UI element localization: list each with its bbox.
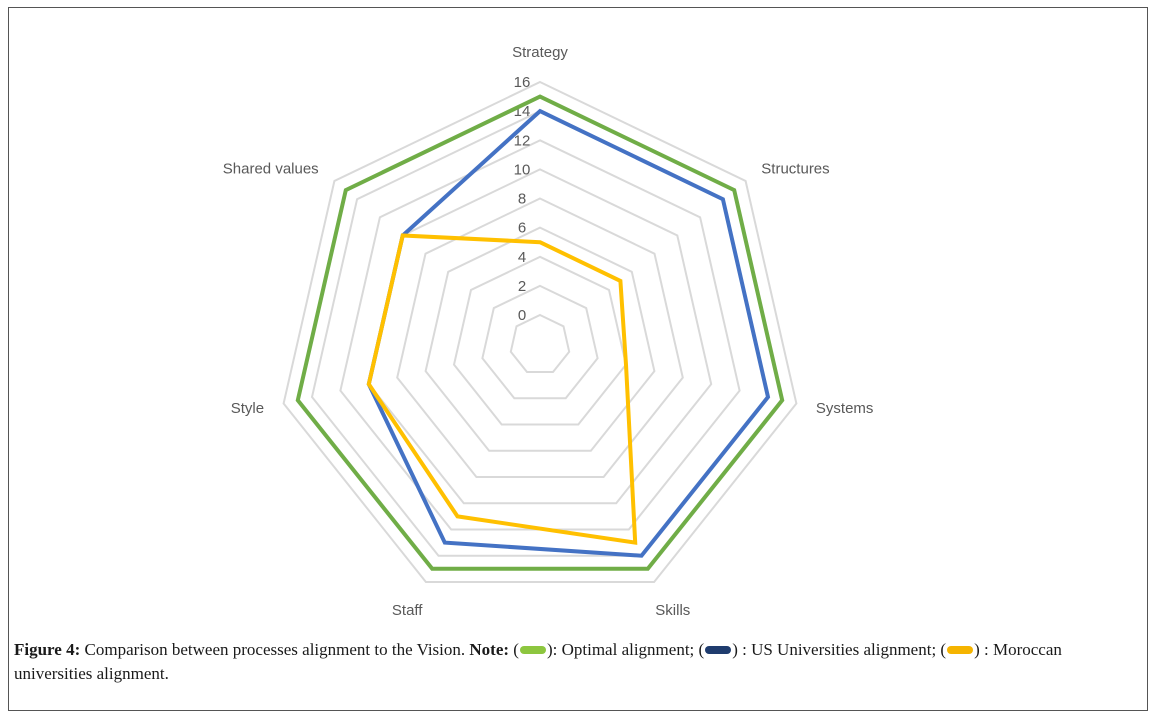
tick-label-2: 2 [518, 278, 526, 295]
grid-ring-2 [481, 284, 599, 400]
figure-caption: Figure 4: Comparison between processes a… [14, 638, 1144, 686]
tick-label-4: 4 [518, 249, 526, 266]
legend-optimal: ): Optimal alignment; ( [546, 640, 705, 659]
optimal-swatch [519, 646, 546, 655]
tick-label-8: 8 [518, 191, 526, 208]
figure-label: Figure 4: [14, 640, 81, 659]
axis-label-skills: Skills [655, 602, 690, 619]
axis-label-shared-values: Shared values [223, 161, 319, 178]
tick-label-6: 6 [518, 220, 526, 237]
axis-label-structures: Structures [761, 161, 829, 178]
legend-moroccan: ) : Moroccan universities alignment. [14, 640, 1062, 683]
tick-label-12: 12 [514, 132, 531, 149]
grid-ring-16 [282, 80, 798, 583]
radar-grid [282, 80, 798, 583]
axis-label-style: Style [231, 400, 264, 417]
tick-label-0: 0 [518, 307, 526, 324]
series-line-optimal-alignment [295, 94, 785, 571]
us-swatch [705, 646, 732, 655]
axis-label-systems: Systems [816, 400, 874, 417]
figure-frame [8, 7, 1148, 711]
moroccan-swatch [947, 646, 974, 655]
axis-label-strategy: Strategy [512, 44, 568, 61]
grid-ring-6 [424, 226, 656, 452]
radar-series [295, 94, 785, 571]
grid-ring-8 [396, 197, 684, 478]
radar-axis-labels: Strategy Structures Systems Skills Staff Styl… [223, 44, 874, 619]
caption-open-paren: ( [509, 640, 519, 659]
grid-ring-4 [452, 255, 628, 426]
tick-label-10: 10 [514, 161, 531, 178]
caption-text: Comparison between processes alignment t… [80, 640, 470, 659]
grid-ring-0 [509, 313, 571, 373]
legend-us: ) : US Universities alignment; ( [732, 640, 947, 659]
axis-label-staff: Staff [392, 602, 423, 619]
note-label: Note: [469, 640, 510, 659]
tick-label-16: 16 [514, 74, 531, 91]
series-line-moroccan-universities-alignment [366, 233, 638, 545]
